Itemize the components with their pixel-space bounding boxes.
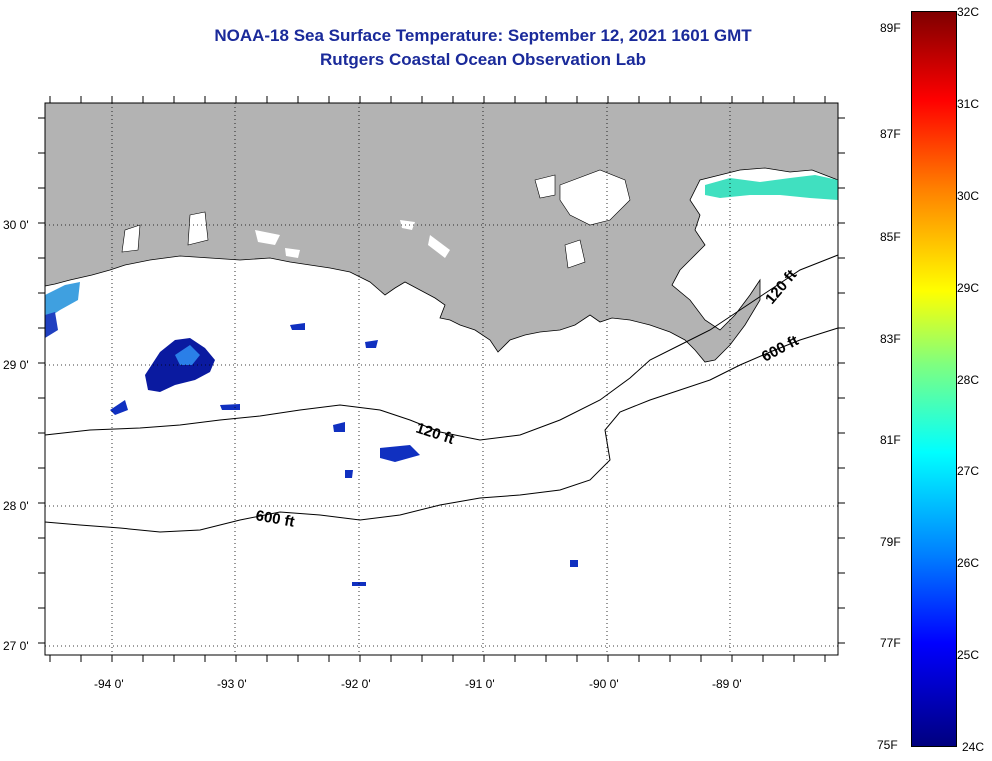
- sst-patch: [365, 340, 378, 348]
- lon-label: -93 0': [217, 677, 247, 691]
- lon-label: -89 0': [712, 677, 742, 691]
- sst-patch: [290, 323, 305, 330]
- sst-patch-ne: [705, 175, 838, 200]
- lake-patch: [559, 169, 631, 226]
- lat-label: 27 0': [3, 639, 29, 653]
- lon-label: -92 0': [341, 677, 371, 691]
- colorbar-celsius-label: 32C: [957, 5, 980, 19]
- sst-patch: [380, 445, 420, 462]
- lake-patch: [534, 174, 556, 199]
- lake-patch: [285, 248, 300, 258]
- colorbar-fahrenheit-label: 81F: [880, 433, 901, 447]
- colorbar-fahrenheit-label: 77F: [880, 636, 901, 650]
- lon-label: -91 0': [465, 677, 495, 691]
- axis-ticks: [38, 96, 845, 662]
- colorbar-fahrenheit-label: 79F: [880, 535, 901, 549]
- colorbar-fahrenheit-label: 89F: [880, 21, 901, 35]
- colorbar-celsius-label: 31C: [957, 97, 980, 111]
- colorbar-celsius-label: 28C: [957, 373, 980, 387]
- colorbar-celsius-label: 24C: [962, 740, 985, 754]
- lake-patch: [400, 220, 415, 230]
- colorbar-fahrenheit-label: 85F: [880, 230, 901, 244]
- lake-patch: [428, 235, 450, 258]
- sst-patch: [333, 422, 345, 432]
- colorbar-fahrenheit-label: 83F: [880, 332, 901, 346]
- map-title: NOAA-18 Sea Surface Temperature: Septemb…: [214, 26, 752, 45]
- lake-patch: [121, 224, 141, 253]
- sst-patch-nw: [45, 312, 58, 338]
- lake-patch: [255, 230, 280, 245]
- lat-label: 28 0': [3, 499, 29, 513]
- land-mass: [44, 102, 839, 363]
- colorbar-celsius-label: 25C: [957, 648, 980, 662]
- sst-patch: [570, 560, 578, 567]
- lon-label: -94 0': [94, 677, 124, 691]
- lake-patch: [187, 211, 209, 246]
- contour-600ft: [44, 327, 839, 533]
- map-subtitle: Rutgers Coastal Ocean Observation Lab: [320, 50, 646, 69]
- lake-patch: [564, 239, 586, 269]
- contour-label: 600 ft: [254, 507, 296, 531]
- sst-patch: [345, 470, 353, 478]
- sst-patch-cluster: [175, 345, 200, 365]
- colorbar-fahrenheit-label: 87F: [880, 127, 901, 141]
- lat-label: 29 0': [3, 358, 29, 372]
- lat-label: 30 0': [3, 218, 29, 232]
- colorbar-celsius-label: 30C: [957, 189, 980, 203]
- map-frame: [44, 102, 839, 656]
- sst-patch: [220, 404, 240, 410]
- temperature-colorbar: [911, 11, 957, 747]
- colorbar-fahrenheit-label: 75F: [877, 738, 898, 752]
- colorbar-celsius-label: 29C: [957, 281, 980, 295]
- lon-label: -90 0': [589, 677, 619, 691]
- graticule: [45, 103, 838, 655]
- sst-patch: [110, 400, 128, 415]
- colorbar-celsius-label: 27C: [957, 464, 980, 478]
- contour-120ft: [44, 254, 839, 441]
- colorbar-celsius-label: 26C: [957, 556, 980, 570]
- sst-patch-nw: [45, 282, 80, 320]
